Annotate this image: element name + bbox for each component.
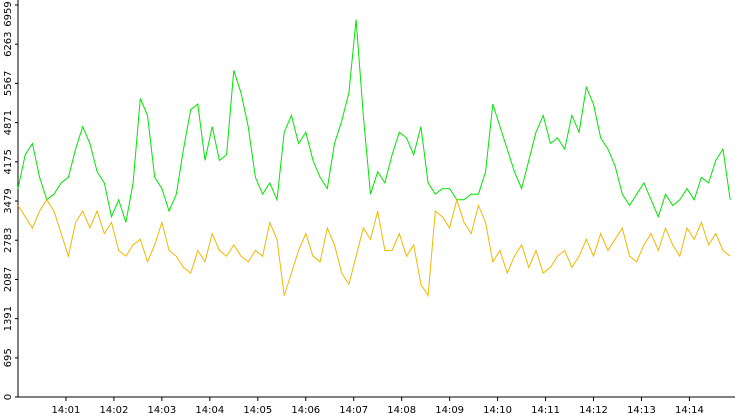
y-tick-label: 0: [3, 394, 14, 400]
y-tick-label: 695: [3, 348, 14, 367]
x-tick-label: 14:12: [579, 405, 608, 415]
y-tick-label: 2087: [3, 267, 14, 292]
y-tick-label: 3479: [3, 188, 14, 213]
y-tick-label: 6959: [3, 1, 14, 26]
series-line: [17, 197, 731, 298]
y-tick-label: 2783: [3, 228, 14, 253]
series-line: [17, 19, 731, 223]
x-tick-label: 14:14: [675, 405, 704, 415]
x-tick-label: 14:11: [531, 405, 560, 415]
x-tick-label: 14:03: [147, 405, 176, 415]
x-tick-label: 14:10: [483, 405, 512, 415]
x-tick-label: 14:09: [435, 405, 464, 415]
x-tick-label: 14:05: [243, 405, 272, 415]
x-tick-label: 14:04: [195, 405, 224, 415]
x-tick-label: 14:06: [291, 405, 320, 415]
x-tick-label: 14:07: [339, 405, 368, 415]
y-tick-label: 5567: [3, 71, 14, 96]
y-tick-label: 4871: [3, 110, 14, 135]
x-tick-label: 14:02: [100, 405, 129, 415]
y-tick-label: 6263: [3, 31, 14, 56]
x-tick-label: 14:01: [52, 405, 81, 415]
y-tick-label: 1391: [3, 306, 14, 331]
y-tick-label: 4175: [3, 149, 14, 174]
x-tick-label: 14:13: [627, 405, 656, 415]
x-tick-label: 14:08: [387, 405, 416, 415]
